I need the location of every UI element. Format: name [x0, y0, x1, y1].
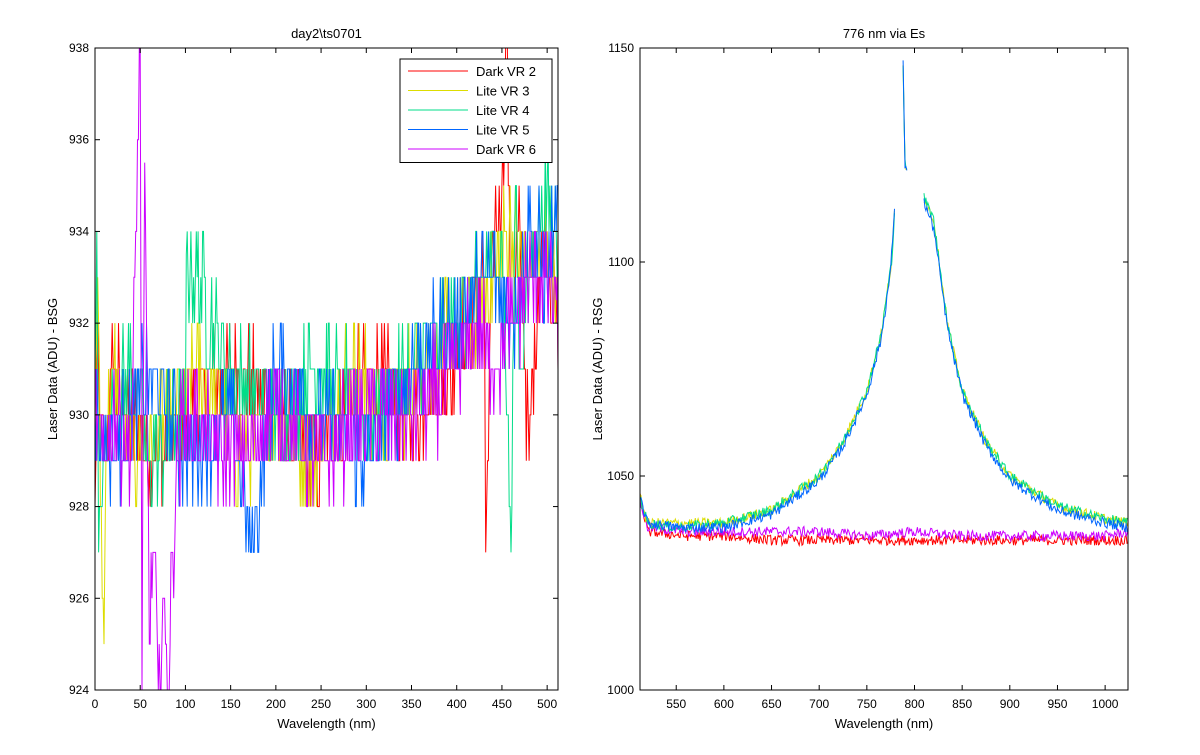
- series-group: [95, 48, 558, 690]
- legend-label: Dark VR 2: [476, 64, 536, 79]
- series-group: [640, 60, 1128, 548]
- legend-box: [399, 58, 553, 163]
- y-tick-label: 1000: [607, 683, 634, 697]
- y-tick-label: 924: [69, 683, 89, 697]
- chart-title: day2\ts0701: [291, 26, 362, 41]
- x-tick-label: 300: [356, 697, 376, 711]
- series-line-5: [640, 60, 1128, 535]
- y-tick-label: 1100: [608, 255, 634, 269]
- x-axis-label: Wavelength (nm): [277, 716, 376, 731]
- x-axis-label: Wavelength (nm): [835, 716, 934, 731]
- y-tick-label: 926: [69, 591, 89, 605]
- x-tick-label: 800: [904, 697, 924, 711]
- x-tick-label: 0: [92, 697, 99, 711]
- x-tick-label: 50: [134, 697, 148, 711]
- y-tick-label: 1150: [608, 41, 634, 55]
- series-line-dark-vr-6: [95, 48, 558, 690]
- x-tick-label: 350: [401, 697, 421, 711]
- axes-frame: [94, 47, 559, 691]
- y-tick-label: 936: [69, 133, 89, 147]
- left-chart: 0 50 100 150 200 250 300 350 400 450 500 924 926 928 9…: [45, 26, 559, 731]
- x-tick-label: 550: [666, 697, 686, 711]
- x-tick-label: 900: [1000, 697, 1020, 711]
- y-axis-label: Laser Data (ADU) - BSG: [45, 298, 60, 440]
- x-tick-label: 850: [952, 697, 972, 711]
- legend-label: Lite VR 3: [476, 84, 529, 99]
- series-line-2: [640, 499, 1128, 543]
- x-tick-label: 400: [447, 697, 467, 711]
- x-tick-label: 150: [221, 697, 241, 711]
- x-tick-label: 250: [311, 697, 331, 711]
- x-tick-label: 600: [714, 697, 734, 711]
- x-tick-label: 650: [762, 697, 782, 711]
- y-tick-label: 1050: [607, 469, 634, 483]
- x-tick-label: 450: [492, 697, 512, 711]
- right-chart: 550 600 650 700 750 800 850 900 950 1000 1000 1050 1…: [590, 26, 1129, 731]
- x-tick-label: 100: [175, 697, 195, 711]
- chart-title: 776 nm via Es: [843, 26, 926, 41]
- legend: Dark VR 2 Lite VR 3 Lite VR 4 Lite VR 5 Dark…: [399, 58, 553, 163]
- x-tick-label: 500: [537, 697, 557, 711]
- y-tick-label: 932: [69, 316, 89, 330]
- axes-frame: [639, 47, 1129, 691]
- legend-label: Dark VR 6: [476, 142, 536, 157]
- series-line-lite-vr-5: [95, 185, 558, 553]
- x-tick-label: 700: [809, 697, 829, 711]
- x-tick-label: 200: [266, 697, 286, 711]
- y-tick-label: 938: [69, 41, 89, 55]
- y-tick-label: 930: [69, 408, 89, 422]
- y-tick-label: 934: [69, 224, 89, 238]
- plot-area: [640, 48, 1128, 690]
- legend-label: Lite VR 5: [476, 123, 529, 138]
- x-tick-label: 750: [857, 697, 877, 711]
- x-tick-label: 1000: [1092, 697, 1119, 711]
- x-tick-label: 950: [1047, 697, 1067, 711]
- y-axis-label: Laser Data (ADU) - RSG: [590, 297, 605, 440]
- y-tick-label: 928: [69, 500, 89, 514]
- legend-label: Lite VR 4: [476, 103, 529, 118]
